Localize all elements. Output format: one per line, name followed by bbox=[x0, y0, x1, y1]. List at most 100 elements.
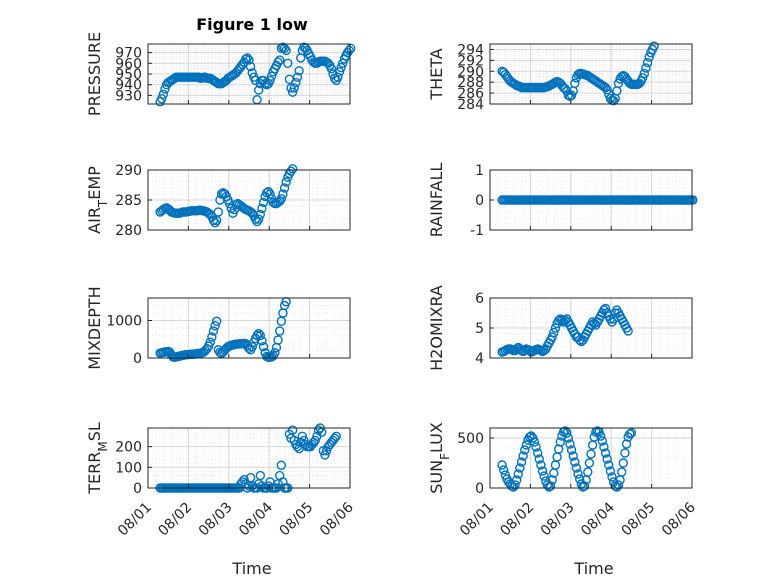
data-point bbox=[210, 321, 220, 331]
data-point bbox=[520, 445, 530, 455]
data-point bbox=[255, 470, 266, 481]
y-tick-label: 292 bbox=[457, 53, 484, 69]
data-point bbox=[287, 425, 298, 435]
y-axis-label: RAINFALL bbox=[427, 163, 446, 238]
data-point bbox=[281, 45, 291, 56]
figure-title: Figure 1 low bbox=[196, 15, 308, 34]
data-point bbox=[281, 177, 291, 187]
data-point bbox=[208, 215, 219, 226]
data-point bbox=[287, 87, 298, 97]
subplot-air-temp: 280 285 290 AIRTEMP bbox=[85, 163, 351, 239]
data-point bbox=[597, 436, 608, 446]
data-point bbox=[626, 428, 637, 438]
data-point bbox=[532, 448, 543, 458]
data-series bbox=[497, 303, 633, 357]
y-axis-label: THETA bbox=[427, 48, 446, 100]
y-axis-label: AIRTEMP bbox=[85, 166, 110, 234]
y-tick-label: 100 bbox=[115, 460, 142, 476]
data-point bbox=[208, 326, 219, 336]
data-point bbox=[213, 207, 223, 217]
data-point bbox=[273, 335, 283, 345]
data-point bbox=[210, 218, 220, 228]
data-point bbox=[289, 83, 299, 93]
data-point bbox=[617, 72, 627, 82]
y-tick-label: -1 bbox=[470, 223, 484, 239]
data-point bbox=[265, 75, 275, 86]
axes-box bbox=[147, 427, 351, 489]
data-point bbox=[604, 460, 614, 470]
data-point bbox=[586, 449, 596, 459]
data-point bbox=[531, 442, 541, 452]
data-point bbox=[529, 437, 540, 447]
data-point bbox=[618, 458, 629, 468]
data-point bbox=[570, 78, 580, 88]
data-point bbox=[215, 347, 225, 358]
data-point bbox=[644, 52, 654, 62]
data-point bbox=[255, 209, 266, 220]
data-point bbox=[550, 323, 561, 333]
subplot-rainfall: -1 0 1 RAINFALL bbox=[427, 163, 698, 239]
data-point bbox=[553, 444, 564, 454]
data-point bbox=[287, 164, 298, 174]
data-point bbox=[331, 431, 341, 441]
y-tick-label: 0 bbox=[133, 351, 142, 367]
data-point bbox=[283, 58, 293, 68]
data-point bbox=[574, 474, 585, 484]
y-tick-label: 290 bbox=[457, 64, 484, 80]
data-point bbox=[239, 475, 249, 485]
y-axis-label: PRESSURE bbox=[85, 32, 104, 116]
data-point bbox=[638, 73, 648, 83]
x-tick-label: 08/02 bbox=[497, 500, 537, 540]
y-tick-label: 284 bbox=[457, 97, 484, 113]
data-point bbox=[513, 469, 523, 479]
data-point bbox=[276, 194, 287, 204]
x-tick-label: 08/01 bbox=[115, 500, 155, 540]
data-point bbox=[515, 463, 525, 473]
y-tick-label: 286 bbox=[457, 86, 484, 102]
y-tick-label: 0 bbox=[475, 193, 484, 209]
data-point bbox=[292, 72, 303, 82]
data-point bbox=[336, 62, 346, 73]
data-point bbox=[613, 480, 624, 490]
y-tick-label: 1 bbox=[475, 163, 484, 179]
data-point bbox=[346, 43, 356, 53]
y-axis-label: SUNFLUX bbox=[427, 422, 452, 494]
subplot-h2omixra: 4 5 6 H2OMIXRA bbox=[427, 285, 693, 371]
data-point bbox=[571, 463, 582, 473]
data-point bbox=[549, 327, 559, 338]
data-point bbox=[276, 460, 287, 470]
data-point bbox=[266, 71, 277, 81]
data-point bbox=[278, 189, 288, 199]
data-point bbox=[279, 183, 290, 193]
data-point bbox=[602, 85, 612, 95]
data-point bbox=[310, 435, 320, 446]
data-point bbox=[642, 57, 653, 68]
data-point bbox=[299, 42, 309, 52]
data-point bbox=[537, 466, 548, 476]
data-point bbox=[297, 431, 308, 441]
data-series bbox=[497, 41, 659, 106]
data-point bbox=[641, 63, 651, 73]
y-tick-label: 1000 bbox=[106, 314, 142, 330]
data-point bbox=[608, 96, 619, 106]
x-tick-label: 08/02 bbox=[155, 500, 195, 540]
axes-frame bbox=[489, 427, 693, 489]
x-tick-label: 08/05 bbox=[619, 500, 659, 540]
data-point bbox=[207, 332, 217, 342]
data-point bbox=[278, 42, 288, 52]
data-point bbox=[625, 429, 635, 439]
data-point bbox=[547, 475, 557, 485]
axes-frame bbox=[147, 297, 351, 359]
data-point bbox=[158, 89, 169, 100]
data-point bbox=[252, 330, 262, 341]
data-series bbox=[497, 195, 698, 205]
data-point bbox=[583, 467, 593, 477]
y-tick-label: 5 bbox=[475, 321, 484, 337]
data-point bbox=[333, 72, 343, 82]
data-point bbox=[649, 41, 659, 51]
data-point bbox=[600, 448, 611, 458]
y-tick-label: 6 bbox=[475, 291, 484, 307]
data-point bbox=[599, 442, 609, 452]
